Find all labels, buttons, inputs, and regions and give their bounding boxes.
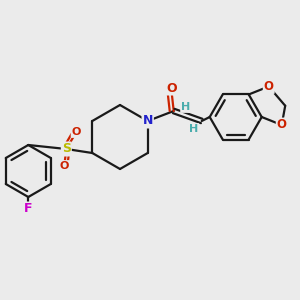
Text: O: O <box>167 82 177 94</box>
Text: O: O <box>277 118 287 131</box>
Text: S: S <box>62 142 71 155</box>
Text: O: O <box>264 80 274 93</box>
Text: H: H <box>181 102 190 112</box>
Text: N: N <box>142 115 153 128</box>
Text: F: F <box>24 202 32 215</box>
Text: O: O <box>60 161 69 171</box>
Text: O: O <box>72 127 81 137</box>
Text: H: H <box>189 124 198 134</box>
